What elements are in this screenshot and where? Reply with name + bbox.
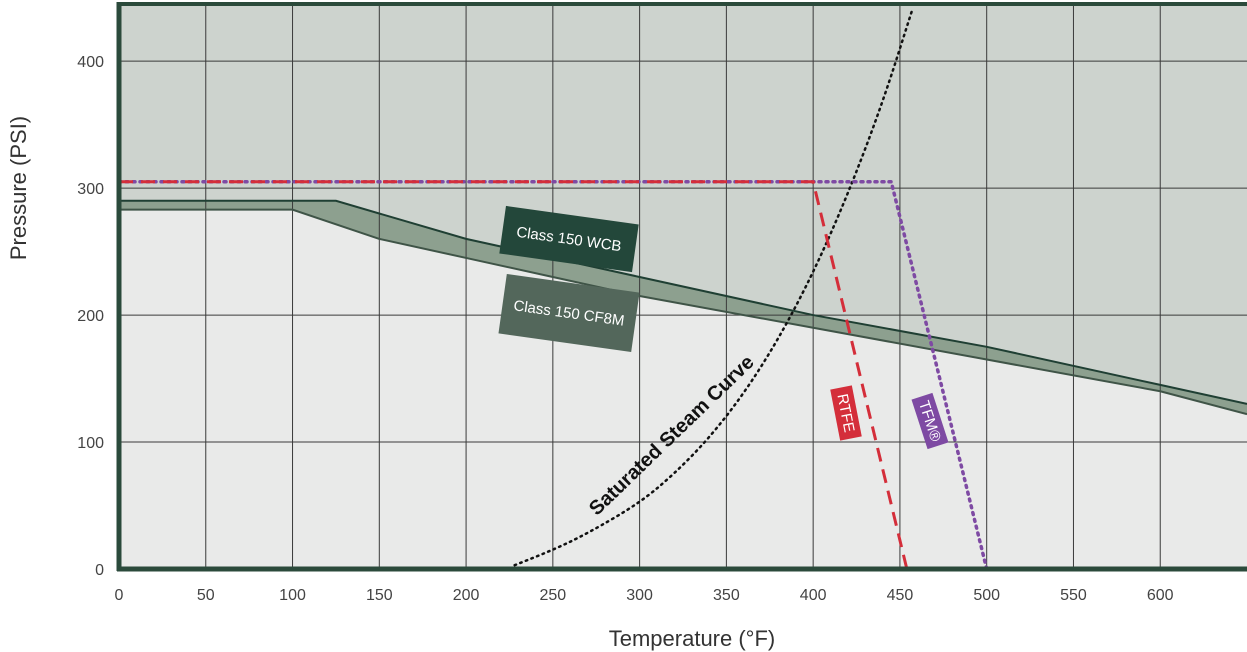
x-tick-label: 300 bbox=[626, 587, 653, 604]
x-tick-label: 200 bbox=[453, 587, 480, 604]
y-axis-label: Pressure (PSI) bbox=[6, 116, 31, 260]
upper-region bbox=[119, 4, 1247, 404]
x-tick-label: 150 bbox=[366, 587, 393, 604]
x-tick-label: 0 bbox=[115, 587, 124, 604]
tag-tfm-box bbox=[911, 392, 949, 450]
series-line-tfm bbox=[117, 180, 989, 571]
tag-rtfe-box bbox=[830, 385, 862, 441]
series-line-class-150-wcb bbox=[119, 199, 1247, 405]
x-tick-label: 500 bbox=[973, 587, 1000, 604]
x-tick-label: 100 bbox=[279, 587, 306, 604]
tag-class-150-cf8m: Class 150 CF8M bbox=[498, 273, 640, 353]
x-tick-label: 350 bbox=[713, 587, 740, 604]
y-tick-label: 100 bbox=[77, 435, 104, 452]
x-tick-label: 450 bbox=[887, 587, 914, 604]
y-tick-label: 0 bbox=[95, 562, 104, 579]
x-tick-label: 550 bbox=[1060, 587, 1087, 604]
tag-class-150-cf8m-box bbox=[498, 273, 640, 353]
x-tick-label: 250 bbox=[539, 587, 566, 604]
plot-frame bbox=[116, 2, 1247, 572]
tag-class-150-wcb-box bbox=[499, 205, 639, 273]
y-tick-label: 200 bbox=[77, 308, 104, 325]
grid-lines bbox=[119, 4, 1247, 569]
x-axis-label: Temperature (°F) bbox=[609, 626, 776, 651]
plot-regions bbox=[119, 4, 1247, 569]
series-line-saturated-steam-curve bbox=[513, 9, 914, 567]
series-line-class-150-cf8m bbox=[119, 208, 1247, 416]
series-line-rtfe bbox=[119, 180, 909, 570]
x-tick-label: 50 bbox=[197, 587, 215, 604]
x-tick-label: 600 bbox=[1147, 587, 1174, 604]
series-lines bbox=[117, 9, 1247, 571]
y-tick-label: 300 bbox=[77, 181, 104, 198]
x-tick-label: 400 bbox=[800, 587, 827, 604]
y-tick-label: 400 bbox=[77, 54, 104, 71]
tick-labels: 0 50 100 150 200 250 300 350 400 450 500 550 600 0 100… bbox=[77, 54, 1173, 604]
tag-class-150-wcb: Class 150 WCB bbox=[499, 205, 639, 273]
